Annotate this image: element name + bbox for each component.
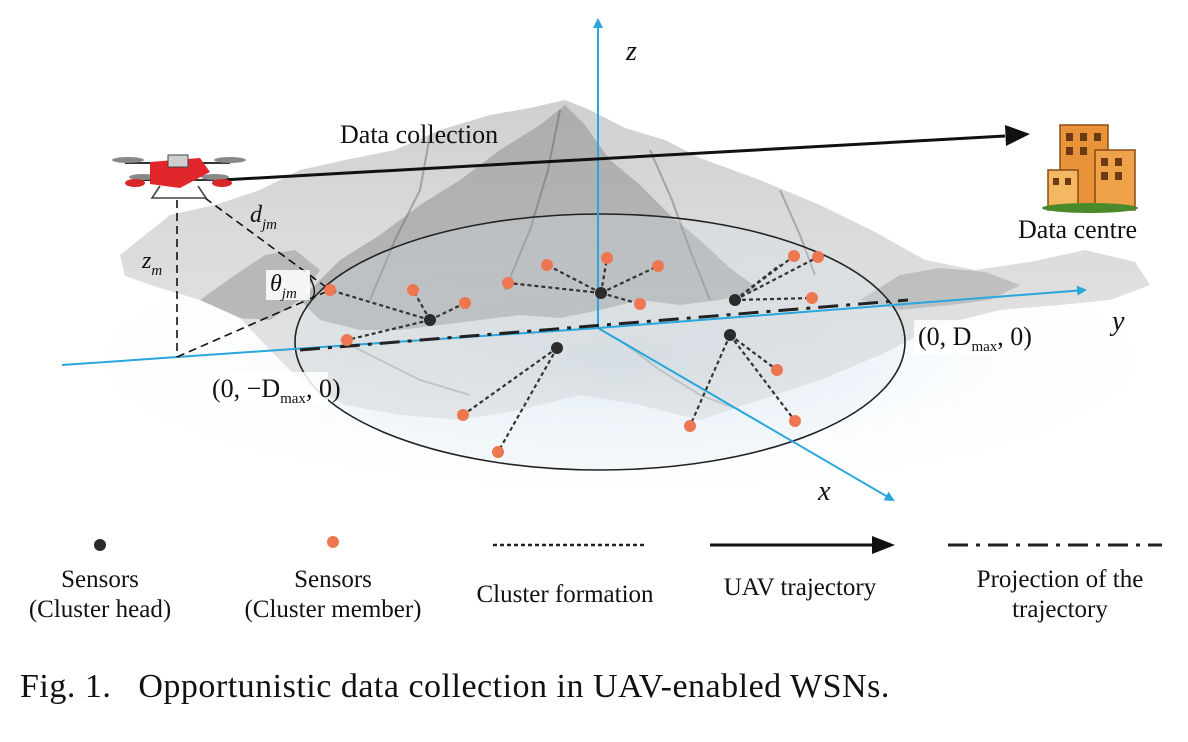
legend-cluster-member-label: Sensors (Cluster member) — [228, 565, 438, 625]
cluster-head — [724, 329, 736, 341]
trajectory-projection-line — [299, 298, 909, 352]
legend-cluster-formation-label: Cluster formation — [476, 581, 654, 608]
legend-cluster-member-symbol — [327, 536, 339, 548]
coord-neg-label: (0, −Dmax, 0) — [212, 374, 341, 407]
legend-projection-line2: trajectory — [1012, 596, 1108, 623]
cluster-member — [492, 446, 504, 458]
uav-drone-icon — [112, 154, 246, 199]
cluster-head — [551, 342, 563, 354]
z-axis-label: z — [625, 36, 637, 67]
cluster-head — [424, 314, 436, 326]
legend-cluster-head-line1: Sensors — [61, 566, 139, 593]
theta-label-bg — [266, 270, 310, 300]
cluster-member — [812, 251, 824, 263]
y-axis — [597, 285, 1087, 329]
cluster-formation-lines — [329, 255, 819, 453]
cluster-member — [541, 259, 553, 271]
y-axis-label: y — [1109, 306, 1125, 337]
cluster-member — [771, 364, 783, 376]
legend-projection-label: Projection of the trajectory — [950, 565, 1170, 625]
cluster-member — [502, 277, 514, 289]
cluster-member — [634, 298, 646, 310]
cluster-head — [595, 287, 607, 299]
theta-jm-label: θjm — [270, 271, 297, 302]
data-collection-label: Data collection — [340, 120, 498, 149]
data-centre-icon — [1042, 124, 1138, 213]
uav-trajectory-arrowhead — [1005, 125, 1030, 146]
legend-cluster-member-line1: Sensors — [294, 566, 372, 593]
x-axis — [597, 327, 895, 502]
cluster-head — [729, 294, 741, 306]
cluster-member — [788, 250, 800, 262]
cluster-member — [459, 297, 471, 309]
data-centre-label: Data centre — [1018, 215, 1137, 244]
cluster-member — [652, 260, 664, 272]
cluster-member — [407, 284, 419, 296]
uav-trajectory-line — [221, 134, 1006, 182]
cluster-members — [324, 250, 824, 458]
cluster-member — [324, 284, 336, 296]
cluster-member — [457, 409, 469, 421]
coord-neg-bg — [208, 372, 328, 406]
legend-cluster-head-line2: (Cluster head) — [28, 596, 172, 623]
legend-cluster-head-label: Sensors (Cluster head) — [20, 565, 180, 625]
coord-pos-bg — [914, 320, 1032, 354]
legend — [94, 536, 1162, 554]
cluster-member — [789, 415, 801, 427]
legend-projection-line1: Projection of the — [976, 566, 1144, 593]
coord-pos-label: (0, Dmax, 0) — [918, 322, 1032, 355]
legend-uav-trajectory-arrowhead — [872, 536, 895, 554]
legend-cluster-member-line2: (Cluster member) — [244, 596, 422, 623]
cluster-heads — [424, 287, 741, 354]
legend-cluster-head-symbol — [94, 539, 106, 551]
x-axis-label: x — [817, 476, 831, 507]
z-m-label: zm — [141, 248, 162, 279]
legend-uav-trajectory-label: UAV trajectory — [723, 574, 877, 601]
cluster-member — [341, 334, 353, 346]
d-jm-label: djm — [250, 202, 277, 233]
ground-projection-line — [176, 289, 331, 358]
cluster-member — [601, 252, 613, 264]
deployment-region — [294, 213, 906, 471]
figure-caption: Fig. 1. Opportunistic data collection in… — [20, 668, 890, 705]
cluster-member — [806, 292, 818, 304]
cluster-member — [684, 420, 696, 432]
theta-arc — [308, 275, 316, 299]
